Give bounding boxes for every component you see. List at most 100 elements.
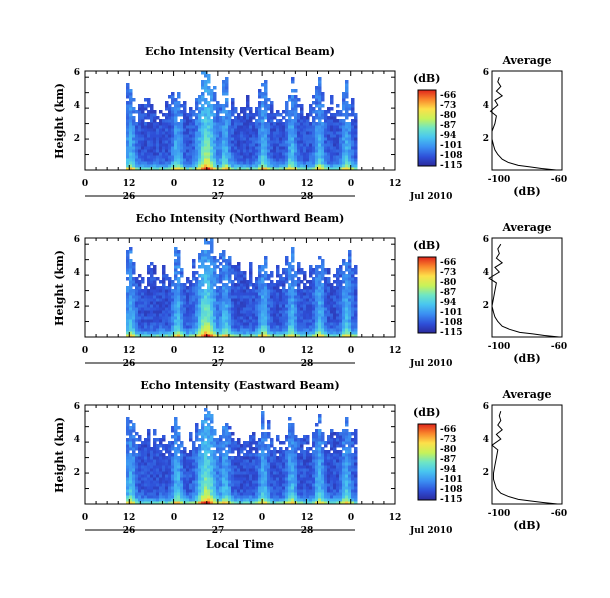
- heatmap-cell: [174, 316, 178, 320]
- heatmap-cell: [201, 92, 205, 96]
- heatmap-cell: [258, 471, 262, 475]
- heatmap-cell: [225, 164, 229, 168]
- heatmap-cell: [243, 158, 247, 162]
- heatmap-cell: [273, 152, 277, 156]
- heatmap-cell: [231, 134, 235, 138]
- heatmap-cell: [162, 486, 166, 490]
- heatmap-cell: [273, 298, 277, 302]
- heatmap-cell: [300, 158, 304, 162]
- heatmap-cell: [270, 453, 274, 457]
- heatmap-cell: [324, 334, 328, 337]
- heatmap-cell: [186, 328, 190, 332]
- heatmap-cell: [210, 313, 214, 317]
- heatmap-cell: [162, 310, 166, 314]
- heatmap-cell: [183, 101, 187, 105]
- heatmap-cell: [300, 501, 304, 504]
- heatmap-cell: [282, 498, 286, 502]
- heatmap-cell: [159, 280, 163, 284]
- heatmap-cell: [243, 310, 247, 314]
- heatmap-cell: [198, 113, 202, 117]
- heatmap-cell: [237, 262, 241, 266]
- heatmap-cell: [159, 307, 163, 311]
- heatmap-cell: [162, 489, 166, 493]
- heatmap-cell: [270, 295, 274, 299]
- heatmap-cell: [210, 256, 214, 260]
- average-x-label: (dB): [513, 185, 540, 198]
- heatmap-cell: [282, 283, 286, 287]
- heatmap-cell: [333, 307, 337, 311]
- heatmap-cell: [288, 298, 292, 302]
- heatmap-cell: [159, 310, 163, 314]
- heatmap-cell: [234, 486, 238, 490]
- heatmap-cell: [264, 292, 268, 296]
- heatmap-cell: [279, 131, 283, 135]
- heatmap-cell: [336, 119, 340, 123]
- heatmap-cell: [183, 313, 187, 317]
- heatmap-cell: [249, 161, 253, 165]
- heatmap-cell: [315, 113, 319, 117]
- heatmap-cell: [291, 453, 295, 457]
- heatmap-cell: [351, 268, 355, 272]
- heatmap-cell: [264, 498, 268, 502]
- heatmap-cell: [297, 262, 301, 266]
- heatmap-cell: [225, 435, 229, 439]
- heatmap-cell: [258, 101, 262, 105]
- heatmap-cell: [135, 301, 139, 305]
- heatmap-cell: [288, 155, 292, 159]
- heatmap-cell: [336, 328, 340, 332]
- heatmap-cell: [126, 131, 130, 135]
- heatmap-cell: [261, 474, 265, 478]
- heatmap-cell: [288, 140, 292, 144]
- heatmap-cell: [210, 125, 214, 129]
- heatmap-cell: [282, 325, 286, 329]
- heatmap-cell: [270, 274, 274, 278]
- heatmap-cell: [153, 492, 157, 496]
- heatmap-cell: [180, 471, 184, 475]
- heatmap-cell: [132, 125, 136, 129]
- heatmap-cell: [276, 286, 280, 290]
- heatmap-cell: [258, 286, 262, 290]
- heatmap-cell: [336, 298, 340, 302]
- heatmap-cell: [159, 331, 163, 335]
- heatmap-cell: [261, 304, 265, 308]
- heatmap-cell: [195, 167, 199, 170]
- heatmap-cell: [204, 98, 208, 102]
- heatmap-cell: [165, 313, 169, 317]
- heatmap-cell: [228, 325, 232, 329]
- heatmap-cell: [243, 122, 247, 126]
- heatmap-cell: [132, 271, 136, 275]
- heatmap-cell: [255, 164, 259, 168]
- heatmap-cell: [138, 438, 142, 442]
- heatmap-cell: [141, 441, 145, 445]
- heatmap-cell: [282, 110, 286, 114]
- heatmap-cell: [258, 110, 262, 114]
- heatmap-cell: [291, 468, 295, 472]
- heatmap-cell: [150, 158, 154, 162]
- heatmap-cell: [207, 468, 211, 472]
- heatmap-cell: [126, 462, 130, 466]
- heatmap-cell: [180, 459, 184, 463]
- heatmap-cell: [285, 331, 289, 335]
- heatmap-cell: [168, 122, 172, 126]
- average-x-label: (dB): [513, 352, 540, 365]
- heatmap-cell: [303, 298, 307, 302]
- heatmap-cell: [249, 492, 253, 496]
- heatmap-cell: [306, 164, 310, 168]
- heatmap-cell: [282, 334, 286, 337]
- heatmap-cell: [345, 283, 349, 287]
- heatmap-cell: [186, 459, 190, 463]
- heatmap-cell: [156, 164, 160, 168]
- heatmap-cell: [204, 149, 208, 153]
- heatmap-cell: [339, 298, 343, 302]
- heatmap-cell: [207, 319, 211, 323]
- heatmap-cell: [318, 265, 322, 269]
- heatmap-cell: [219, 158, 223, 162]
- heatmap-cell: [210, 489, 214, 493]
- heatmap-cell: [303, 325, 307, 329]
- heatmap-cell: [267, 107, 271, 111]
- heatmap-cell: [324, 155, 328, 159]
- heatmap-cell: [156, 334, 160, 337]
- heatmap-cell: [294, 462, 298, 466]
- heatmap-cell: [198, 143, 202, 147]
- heatmap-cell: [207, 167, 211, 170]
